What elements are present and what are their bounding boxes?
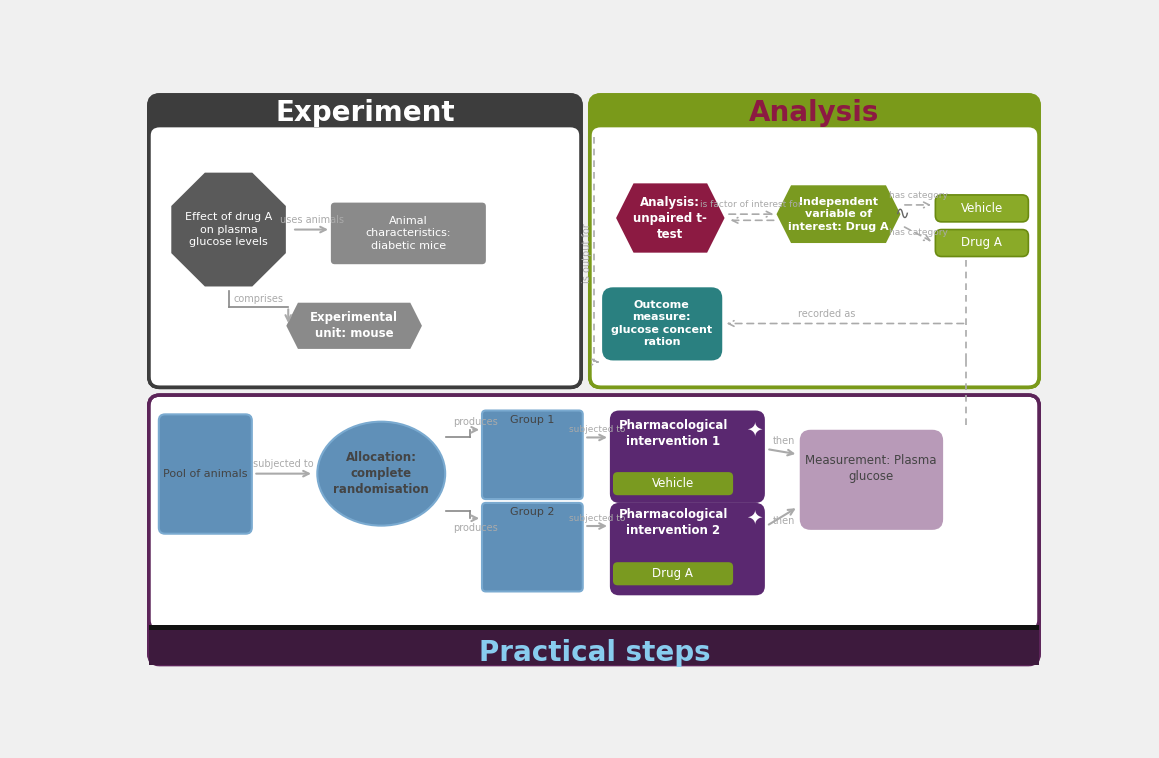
FancyBboxPatch shape	[613, 472, 734, 495]
FancyBboxPatch shape	[330, 202, 486, 265]
FancyBboxPatch shape	[603, 287, 722, 361]
FancyBboxPatch shape	[148, 95, 581, 387]
Text: Animal
characteristics:
diabetic mice: Animal characteristics: diabetic mice	[365, 216, 451, 251]
Polygon shape	[286, 302, 422, 349]
Text: is factor of interest for: is factor of interest for	[700, 200, 802, 209]
Text: Analysis:
unpaired t-
test: Analysis: unpaired t- test	[633, 196, 707, 240]
Text: Group 1: Group 1	[510, 415, 554, 424]
Text: has category: has category	[889, 191, 948, 200]
FancyBboxPatch shape	[482, 503, 583, 591]
FancyBboxPatch shape	[610, 411, 765, 503]
Text: subjected to: subjected to	[569, 425, 625, 434]
Bar	[148, 625, 1040, 632]
Text: Pool of animals: Pool of animals	[163, 468, 248, 478]
Text: Outcome
measure:
glucose concent
ration: Outcome measure: glucose concent ration	[611, 300, 713, 347]
Text: has category: has category	[889, 228, 948, 237]
FancyBboxPatch shape	[148, 126, 581, 387]
Text: comprises: comprises	[234, 294, 284, 304]
FancyBboxPatch shape	[590, 95, 1040, 387]
FancyBboxPatch shape	[590, 126, 1040, 387]
Text: Vehicle: Vehicle	[961, 202, 1003, 215]
Text: Pharmacological
intervention 2: Pharmacological intervention 2	[619, 508, 728, 537]
Text: ∿: ∿	[895, 205, 910, 223]
Text: Practical steps: Practical steps	[479, 639, 710, 667]
Text: Independent
variable of
interest: Drug A: Independent variable of interest: Drug A	[788, 197, 889, 231]
Text: Experiment: Experiment	[275, 99, 454, 127]
FancyBboxPatch shape	[613, 562, 734, 585]
Text: ✦: ✦	[746, 509, 763, 528]
Text: Drug A: Drug A	[653, 567, 693, 581]
Text: recorded as: recorded as	[799, 309, 855, 319]
FancyBboxPatch shape	[482, 411, 583, 499]
Bar	[148, 630, 1040, 665]
Text: Allocation:
complete
randomisation: Allocation: complete randomisation	[334, 451, 429, 496]
Text: uses animals: uses animals	[279, 215, 343, 225]
FancyBboxPatch shape	[610, 503, 765, 595]
Text: Experimental
unit: mouse: Experimental unit: mouse	[311, 312, 399, 340]
Polygon shape	[617, 183, 724, 252]
FancyBboxPatch shape	[800, 430, 943, 530]
FancyBboxPatch shape	[148, 395, 1040, 630]
Text: Analysis: Analysis	[749, 99, 880, 127]
Text: Pharmacological
intervention 1: Pharmacological intervention 1	[619, 419, 728, 448]
Polygon shape	[777, 185, 901, 243]
Text: Group 2: Group 2	[510, 507, 555, 517]
FancyBboxPatch shape	[935, 230, 1028, 256]
Text: then: then	[772, 437, 795, 446]
Text: ✦: ✦	[746, 420, 763, 439]
Text: then: then	[772, 515, 795, 525]
Text: produces: produces	[453, 417, 498, 427]
Text: produces: produces	[453, 522, 498, 533]
Text: Drug A: Drug A	[962, 236, 1003, 249]
Text: Vehicle: Vehicle	[651, 477, 694, 490]
Ellipse shape	[318, 421, 445, 525]
Text: subjected to: subjected to	[254, 459, 314, 469]
Polygon shape	[172, 173, 286, 287]
FancyBboxPatch shape	[159, 415, 252, 534]
Text: Effect of drug A
on plasma
glucose levels: Effect of drug A on plasma glucose level…	[185, 212, 272, 247]
Text: subjected to: subjected to	[569, 514, 625, 523]
Text: Measurement: Plasma
glucose: Measurement: Plasma glucose	[806, 454, 936, 483]
FancyBboxPatch shape	[148, 395, 1040, 665]
FancyBboxPatch shape	[935, 195, 1028, 222]
Text: is output for: is output for	[583, 223, 592, 283]
